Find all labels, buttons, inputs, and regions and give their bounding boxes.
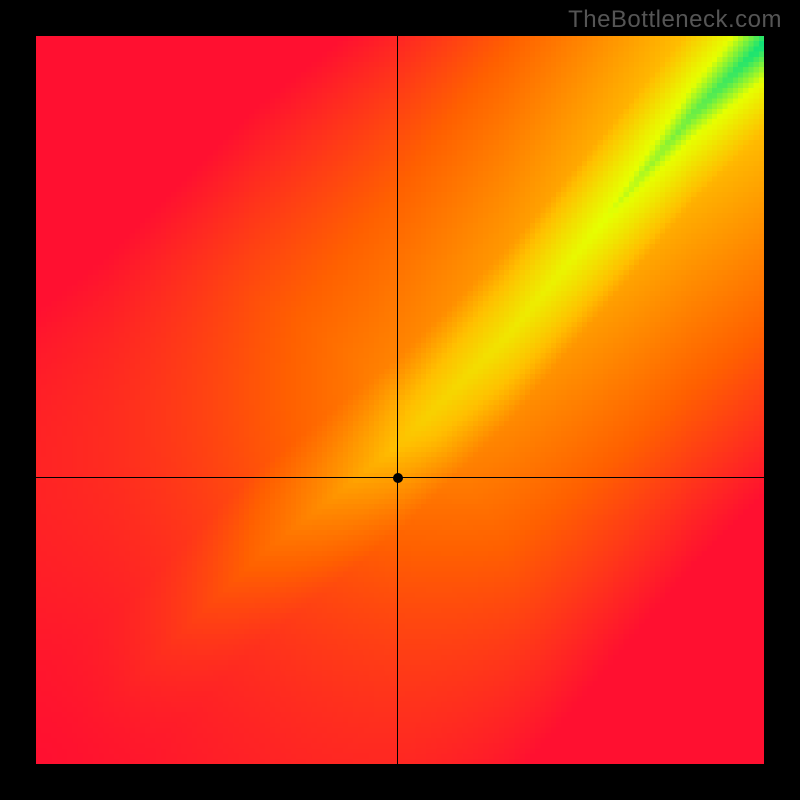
crosshair-vertical: [397, 36, 398, 764]
chart-frame: TheBottleneck.com: [0, 0, 800, 800]
crosshair-dot: [393, 473, 403, 483]
watermark-text: TheBottleneck.com: [568, 6, 782, 34]
bottleneck-heatmap: [36, 36, 764, 764]
